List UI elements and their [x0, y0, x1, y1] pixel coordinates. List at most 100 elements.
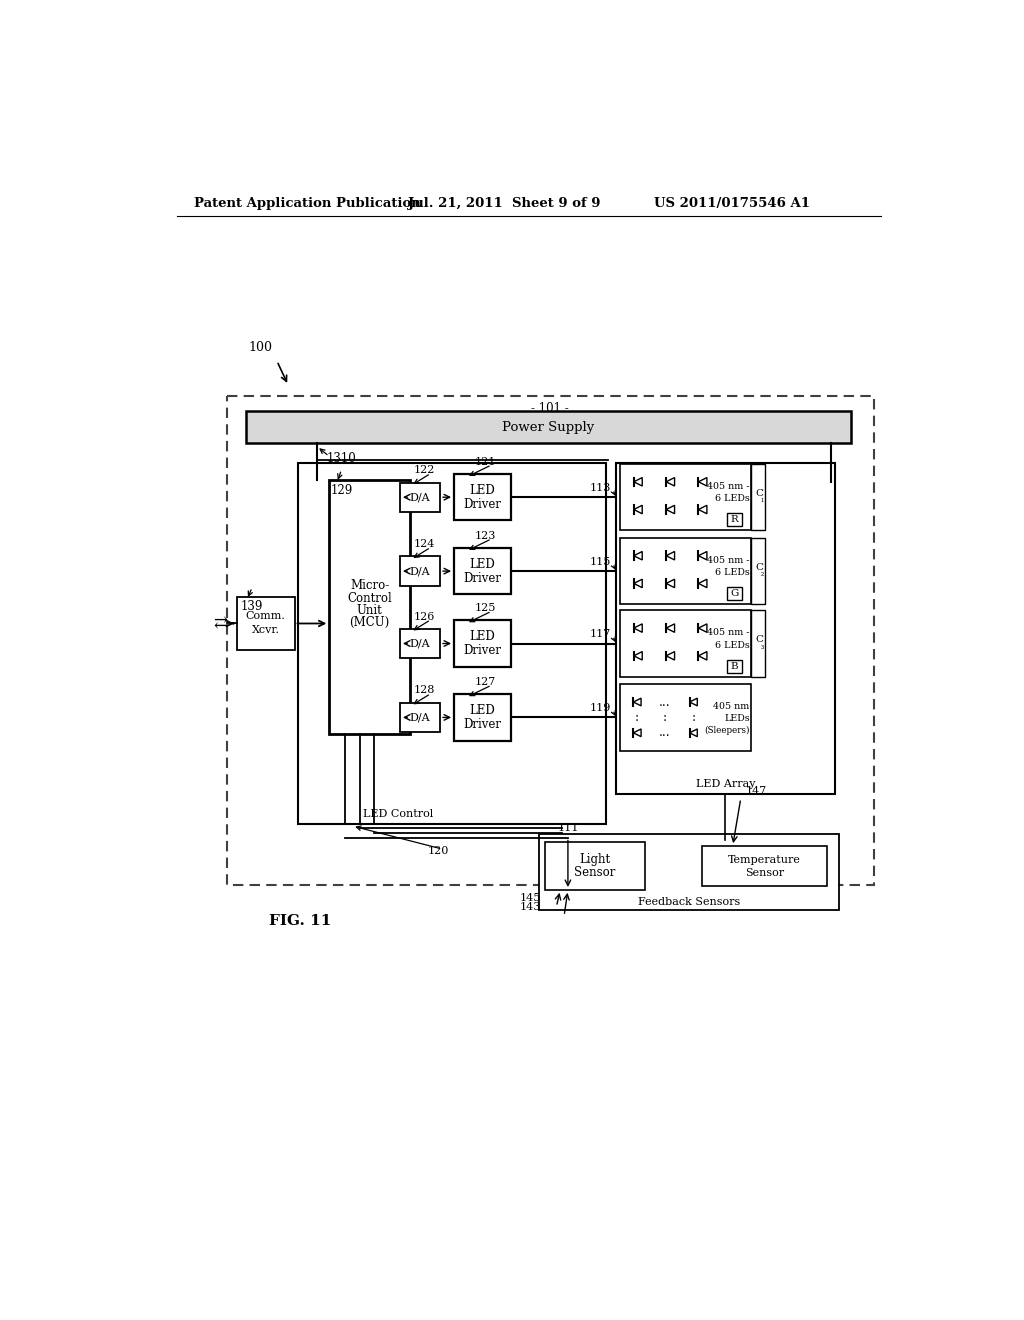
Text: D/A: D/A: [410, 713, 430, 722]
Text: (MCU): (MCU): [349, 616, 390, 630]
Text: 111: 111: [557, 824, 579, 833]
Bar: [454, 694, 511, 741]
Bar: [752, 465, 765, 531]
Text: 120: 120: [428, 846, 450, 857]
Text: Feedback Sensors: Feedback Sensors: [638, 898, 740, 907]
Text: C: C: [755, 488, 763, 498]
Text: C: C: [755, 635, 763, 644]
Bar: [727, 660, 742, 673]
Text: 405 nm -: 405 nm -: [708, 482, 750, 491]
Text: ₂: ₂: [761, 570, 764, 578]
Text: R: R: [730, 515, 738, 524]
Text: Patent Application Publication: Patent Application Publication: [194, 197, 421, 210]
Bar: [298, 463, 606, 824]
Text: 129: 129: [331, 483, 353, 496]
Text: G: G: [730, 589, 738, 598]
Text: FIG. 11: FIG. 11: [268, 913, 331, 928]
Text: 147: 147: [745, 785, 766, 796]
Text: 122: 122: [414, 465, 435, 475]
Bar: [615, 463, 836, 795]
Text: 145: 145: [519, 892, 541, 903]
Text: :: :: [691, 711, 695, 723]
Text: LED: LED: [470, 557, 496, 570]
Text: Sensor: Sensor: [574, 866, 615, 879]
Text: :: :: [635, 711, 639, 723]
Text: 113: 113: [590, 483, 611, 492]
Text: LED Array: LED Array: [695, 779, 755, 789]
Text: Power Supply: Power Supply: [502, 421, 594, 434]
Bar: [752, 610, 765, 677]
Bar: [237, 597, 295, 649]
Text: 124: 124: [414, 539, 435, 549]
Text: - 101 -: - 101 -: [531, 403, 569, 416]
Text: Driver: Driver: [464, 498, 502, 511]
Text: ₃: ₃: [761, 643, 764, 651]
Bar: [400, 628, 440, 659]
Text: 100: 100: [249, 341, 272, 354]
Bar: [621, 684, 752, 751]
Bar: [621, 539, 752, 605]
Text: 128: 128: [414, 685, 435, 696]
Text: 119: 119: [590, 704, 611, 713]
Bar: [621, 610, 752, 677]
Text: LED: LED: [470, 704, 496, 717]
Bar: [727, 513, 742, 527]
Bar: [400, 557, 440, 586]
Text: Driver: Driver: [464, 718, 502, 731]
Text: 405 nm -: 405 nm -: [708, 556, 750, 565]
Text: ⇄: ⇄: [214, 615, 227, 632]
Bar: [330, 480, 410, 734]
Text: 6 LEDs: 6 LEDs: [715, 568, 750, 577]
Text: 123: 123: [475, 531, 497, 541]
Text: 1310: 1310: [327, 453, 356, 465]
Text: LED: LED: [470, 483, 496, 496]
Bar: [701, 846, 826, 886]
Bar: [539, 834, 839, 909]
Text: :: :: [663, 711, 667, 723]
Bar: [454, 474, 511, 520]
Text: D/A: D/A: [410, 566, 430, 576]
Text: 405 nm: 405 nm: [714, 702, 750, 711]
Text: Comm.: Comm.: [246, 611, 286, 620]
Text: 126: 126: [414, 611, 435, 622]
Text: D/A: D/A: [410, 492, 430, 502]
Text: US 2011/0175546 A1: US 2011/0175546 A1: [654, 197, 810, 210]
Bar: [400, 702, 440, 733]
Text: 405 nm -: 405 nm -: [708, 628, 750, 638]
Text: ...: ...: [659, 726, 671, 739]
Text: LED Control: LED Control: [364, 809, 433, 818]
Text: Driver: Driver: [464, 572, 502, 585]
Text: Driver: Driver: [464, 644, 502, 657]
Text: 6 LEDs: 6 LEDs: [715, 494, 750, 503]
Bar: [226, 396, 873, 884]
Bar: [545, 842, 645, 890]
Bar: [621, 465, 752, 531]
Text: 125: 125: [475, 603, 497, 612]
Text: 6 LEDs: 6 LEDs: [715, 640, 750, 649]
Bar: [454, 548, 511, 594]
Text: ...: ...: [659, 696, 671, 709]
Text: Xcvr.: Xcvr.: [252, 624, 280, 635]
Text: Control: Control: [347, 591, 392, 605]
Text: LEDs: LEDs: [724, 714, 750, 723]
Text: Jul. 21, 2011  Sheet 9 of 9: Jul. 21, 2011 Sheet 9 of 9: [408, 197, 600, 210]
Bar: [727, 587, 742, 601]
Text: B: B: [730, 661, 738, 671]
Text: C: C: [755, 562, 763, 572]
Bar: [454, 620, 511, 667]
Text: ₁: ₁: [761, 496, 764, 504]
Bar: [752, 539, 765, 605]
Text: Sensor: Sensor: [744, 869, 783, 878]
Text: LED: LED: [470, 630, 496, 643]
Text: 121: 121: [475, 457, 497, 467]
Text: Light: Light: [580, 853, 610, 866]
Text: 115: 115: [590, 557, 611, 566]
Text: Micro-: Micro-: [350, 579, 389, 593]
Bar: [400, 483, 440, 512]
Text: Temperature: Temperature: [728, 855, 801, 865]
Text: D/A: D/A: [410, 639, 430, 648]
Text: 143: 143: [519, 902, 541, 912]
Text: 117: 117: [590, 630, 611, 639]
Bar: [246, 411, 851, 444]
Text: (Sleepers): (Sleepers): [705, 726, 750, 735]
